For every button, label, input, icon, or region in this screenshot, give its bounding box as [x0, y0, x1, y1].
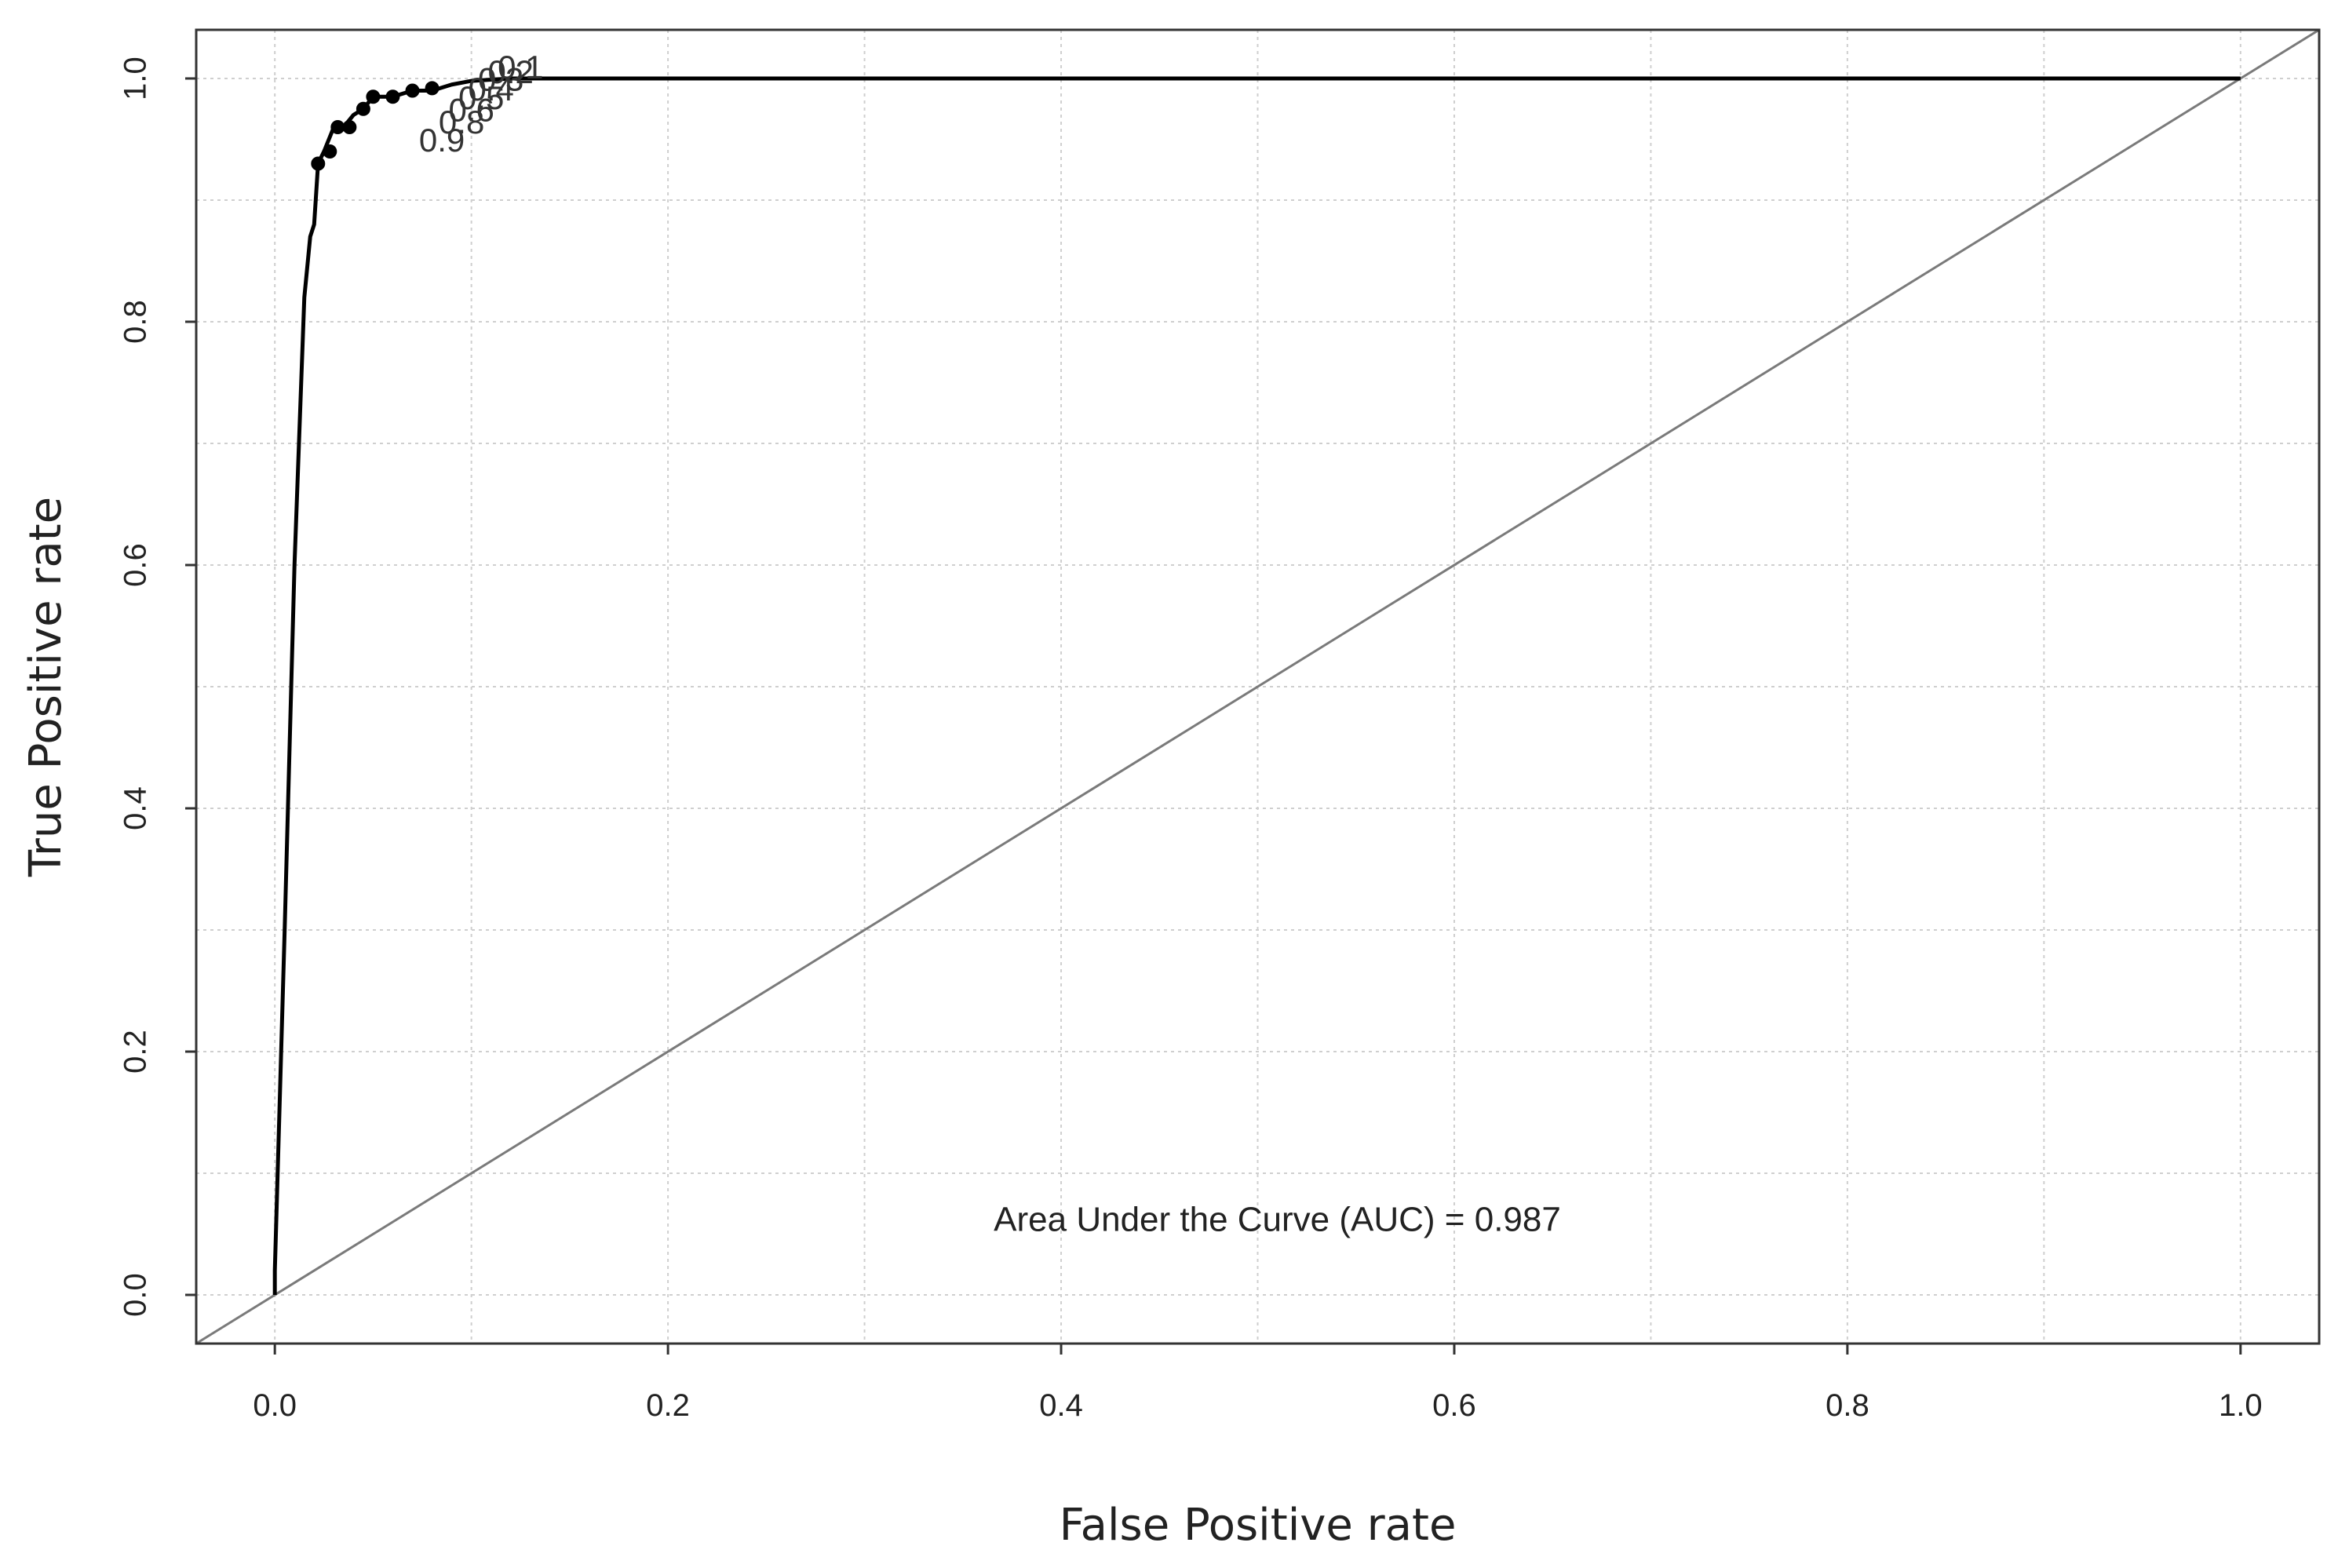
threshold-label: 0.6: [448, 91, 494, 128]
y-tick-label: 0.4: [119, 786, 153, 830]
auc-annotation: Area Under the Curve (AUC) = 0.987: [994, 1201, 1561, 1239]
threshold-label: 0.4: [468, 71, 513, 108]
x-tick-label: 0.6: [1432, 1388, 1476, 1423]
x-tick-label: 1.0: [2219, 1388, 2263, 1423]
threshold-point: [405, 83, 420, 98]
diagonal-layer: [195, 28, 2320, 1345]
tick-layer: 0.0 0.2 0.4 0.6 0.8 1.00.00.20.40.60.81.0: [119, 57, 2263, 1423]
x-axis-title: False Positive rate: [1060, 1500, 1457, 1551]
threshold-label: 0.9: [419, 122, 465, 159]
annotation-layer: Area Under the Curve (AUC) = 0.987: [994, 1201, 1561, 1239]
threshold-point: [356, 101, 370, 116]
threshold-label: 0.3: [478, 61, 523, 98]
reference-diagonal-line: [195, 28, 2320, 1345]
x-tick-label: 0.2: [646, 1388, 690, 1423]
threshold-labels-layer: 0.90.80.60.50.40.30.20.1: [419, 49, 544, 159]
y-axis-title: True Positive rate: [20, 497, 71, 877]
threshold-point: [425, 81, 440, 96]
threshold-point: [311, 156, 326, 171]
threshold-point: [342, 120, 357, 134]
threshold-points-layer: [311, 81, 440, 171]
threshold-label: 0.8: [439, 104, 484, 140]
y-tick-label: 0.2: [119, 1030, 153, 1074]
threshold-point: [366, 89, 381, 104]
threshold-label: 0.2: [488, 53, 534, 90]
y-tick-label: 0.6: [119, 543, 153, 587]
x-tick-label: 0.0: [253, 1388, 297, 1423]
threshold-point: [385, 89, 400, 104]
y-tick-label: 1.0: [119, 57, 153, 100]
threshold-point: [323, 144, 337, 159]
threshold-point: [330, 120, 345, 134]
threshold-label: 0.1: [498, 49, 543, 86]
grid-layer: [196, 30, 2319, 1344]
y-tick-label: 0.0: [119, 1273, 153, 1317]
plot-frame: [195, 28, 2321, 1345]
threshold-label: 0.5: [458, 79, 504, 116]
x-tick-label: 0.4: [1039, 1388, 1083, 1423]
y-tick-label: 0.8: [119, 300, 153, 344]
x-tick-label: 0.8: [1826, 1388, 1869, 1423]
